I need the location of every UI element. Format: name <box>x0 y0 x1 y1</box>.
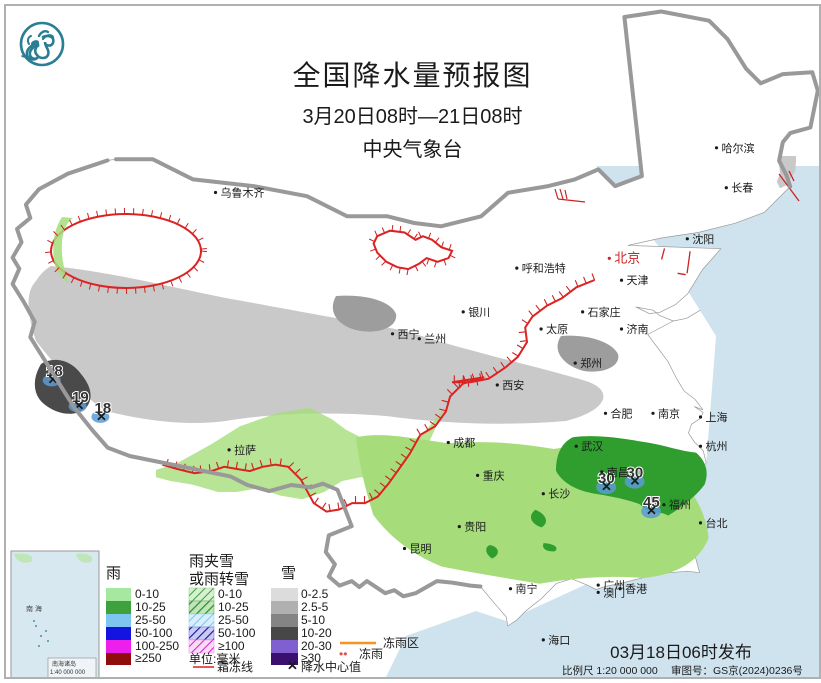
svg-text:冻雨: 冻雨 <box>359 646 383 661</box>
svg-text:西安: 西安 <box>502 378 524 392</box>
svg-text:台北: 台北 <box>706 516 728 530</box>
svg-text:03月18日06时发布: 03月18日06时发布 <box>610 643 752 662</box>
svg-text:✕: ✕ <box>630 474 641 489</box>
svg-text:拉萨: 拉萨 <box>234 443 256 457</box>
svg-text:≥100: ≥100 <box>218 639 245 653</box>
svg-text:0-10: 0-10 <box>218 587 242 601</box>
svg-text:成都: 成都 <box>453 437 475 450</box>
svg-text:上海: 上海 <box>706 410 728 424</box>
svg-text:10-25: 10-25 <box>218 600 249 614</box>
svg-text:香港: 香港 <box>625 583 647 596</box>
svg-text:25-50: 25-50 <box>135 613 166 627</box>
svg-text:南海诸岛: 南海诸岛 <box>52 660 76 668</box>
svg-text:武汉: 武汉 <box>581 440 603 453</box>
svg-text:乌鲁木齐: 乌鲁木齐 <box>221 186 265 200</box>
svg-text:兰州: 兰州 <box>424 333 446 346</box>
svg-text:0-2.5: 0-2.5 <box>301 587 329 601</box>
svg-text:冻雨区: 冻雨区 <box>383 635 419 650</box>
svg-text:10-20: 10-20 <box>301 626 332 640</box>
svg-text:雪: 雪 <box>281 565 296 582</box>
svg-text:50-100: 50-100 <box>218 626 256 640</box>
svg-text:25-50: 25-50 <box>218 613 249 627</box>
svg-text:降水中心值: 降水中心值 <box>301 659 361 674</box>
svg-text:≥250: ≥250 <box>135 651 162 665</box>
svg-text:✕: ✕ <box>287 658 298 673</box>
svg-text:✕: ✕ <box>96 409 107 424</box>
svg-text:雨夹雪: 雨夹雪 <box>189 553 234 570</box>
svg-text:5-10: 5-10 <box>301 613 325 627</box>
svg-text:沈阳: 沈阳 <box>692 232 714 246</box>
svg-text:银川: 银川 <box>468 305 490 319</box>
svg-text:南昌: 南昌 <box>607 466 629 479</box>
svg-text:海口: 海口 <box>548 633 570 647</box>
svg-text:✕: ✕ <box>601 479 612 494</box>
svg-text:1:40 000 000: 1:40 000 000 <box>50 670 86 676</box>
svg-text:呼和浩特: 呼和浩特 <box>522 261 566 275</box>
svg-text:南宁: 南宁 <box>516 582 538 596</box>
svg-text:✕: ✕ <box>646 503 657 518</box>
svg-text:••: •• <box>339 647 347 661</box>
svg-text:2.5-5: 2.5-5 <box>301 600 329 614</box>
svg-text:郑州: 郑州 <box>580 356 602 370</box>
svg-text:雨: 雨 <box>106 565 121 582</box>
svg-text:澳门: 澳门 <box>603 585 625 599</box>
svg-text:长沙: 长沙 <box>548 488 570 501</box>
svg-text:北京: 北京 <box>614 250 640 265</box>
svg-text:昆明: 昆明 <box>410 543 432 556</box>
svg-text:重庆: 重庆 <box>483 468 505 482</box>
svg-text:长春: 长春 <box>731 182 753 195</box>
svg-text:南 海: 南 海 <box>26 604 42 613</box>
svg-text:南京: 南京 <box>658 406 680 420</box>
svg-text:审图号：GS京(2024)0236号: 审图号：GS京(2024)0236号 <box>671 664 803 677</box>
svg-text:石家庄: 石家庄 <box>588 305 621 319</box>
svg-text:或雨转雪: 或雨转雪 <box>189 571 249 588</box>
svg-text:比例尺 1:20 000 000: 比例尺 1:20 000 000 <box>562 664 658 677</box>
svg-text:太原: 太原 <box>546 323 568 336</box>
svg-text:50-100: 50-100 <box>135 626 173 640</box>
svg-text:济南: 济南 <box>627 322 649 336</box>
svg-text:霜冻线: 霜冻线 <box>217 659 253 674</box>
svg-text:杭州: 杭州 <box>706 439 728 453</box>
svg-text:贵阳: 贵阳 <box>464 521 486 534</box>
svg-text:0-10: 0-10 <box>135 587 159 601</box>
svg-text:天津: 天津 <box>627 274 649 287</box>
svg-text:西宁: 西宁 <box>398 327 420 341</box>
svg-text:合肥: 合肥 <box>611 406 633 420</box>
svg-text:福州: 福州 <box>669 498 691 512</box>
svg-text:10-25: 10-25 <box>135 600 166 614</box>
